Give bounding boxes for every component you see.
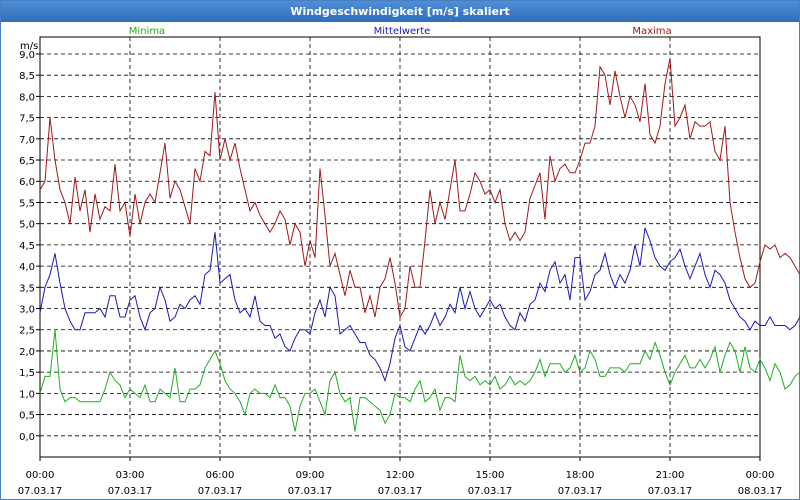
- x-tick-time: 00:00: [26, 470, 55, 481]
- data-series: [39, 58, 800, 432]
- y-tick-label: 9,0: [19, 50, 35, 61]
- y-tick-label: 2,5: [19, 326, 35, 337]
- legend-minima: Minima: [129, 26, 165, 37]
- x-tick-date: 07.03.17: [378, 486, 423, 497]
- y-tick-label: 7,5: [19, 114, 35, 125]
- y-tick-label: 4,5: [19, 241, 35, 252]
- x-tick-date: 07.03.17: [648, 486, 693, 497]
- y-tick-label: 3,0: [19, 305, 35, 316]
- y-tick-label: 0,5: [19, 411, 35, 422]
- x-tick-time: 09:00: [296, 470, 325, 481]
- y-tick-label: 1,5: [19, 368, 35, 379]
- x-tick-date: 08.03.17: [738, 486, 783, 497]
- x-tick-date: 07.03.17: [198, 486, 243, 497]
- y-tick-label: 6,0: [19, 177, 35, 188]
- x-tick-date: 07.03.17: [468, 486, 513, 497]
- x-tick-time: 21:00: [656, 470, 685, 481]
- y-tick-label: 1,0: [19, 389, 35, 400]
- series-line-minima: [39, 329, 800, 432]
- x-tick-time: 06:00: [206, 470, 235, 481]
- y-tick-label: 8,5: [19, 71, 35, 82]
- y-tick-label: 2,0: [19, 347, 35, 358]
- legend-mittelwerte: Mittelwerte: [374, 26, 431, 37]
- y-tick-label: 8,0: [19, 92, 35, 103]
- x-tick-time: 03:00: [116, 470, 145, 481]
- x-axis-ticks: 00:00 07.03.17 03:00 07.03.17 06:00 07.03.17 0…: [18, 457, 783, 497]
- y-tick-label: 7,0: [19, 135, 35, 146]
- x-tick-time: 00:00: [746, 470, 775, 481]
- x-tick-date: 07.03.17: [558, 486, 603, 497]
- y-tick-label: 5,0: [19, 220, 35, 231]
- legend-maxima: Maxima: [632, 26, 671, 37]
- x-tick-date: 07.03.17: [18, 486, 63, 497]
- y-tick-label: 6,5: [19, 156, 35, 167]
- x-tick-time: 12:00: [386, 470, 415, 481]
- x-tick-date: 07.03.17: [108, 486, 153, 497]
- y-tick-label: 0,0: [19, 432, 35, 443]
- y-axis-unit: m/s: [20, 41, 38, 52]
- series-line-mittelwerte: [39, 227, 800, 383]
- x-tick-date: 07.03.17: [288, 486, 333, 497]
- x-tick-time: 18:00: [566, 470, 595, 481]
- window-title: Windgeschwindigkeit [m/s] skaliert: [1, 1, 799, 22]
- y-tick-label: 5,5: [19, 198, 35, 209]
- y-axis-ticks: 0,0 0,5 1,0 1,5 2,0 2,5 3,0 3,5 4,0 4,5 5,0 5,5 6,0 6…: [19, 50, 40, 443]
- y-tick-label: 3,5: [19, 283, 35, 294]
- series-line-maxima: [39, 58, 800, 319]
- y-tick-label: 4,0: [19, 262, 35, 273]
- x-tick-time: 15:00: [476, 470, 505, 481]
